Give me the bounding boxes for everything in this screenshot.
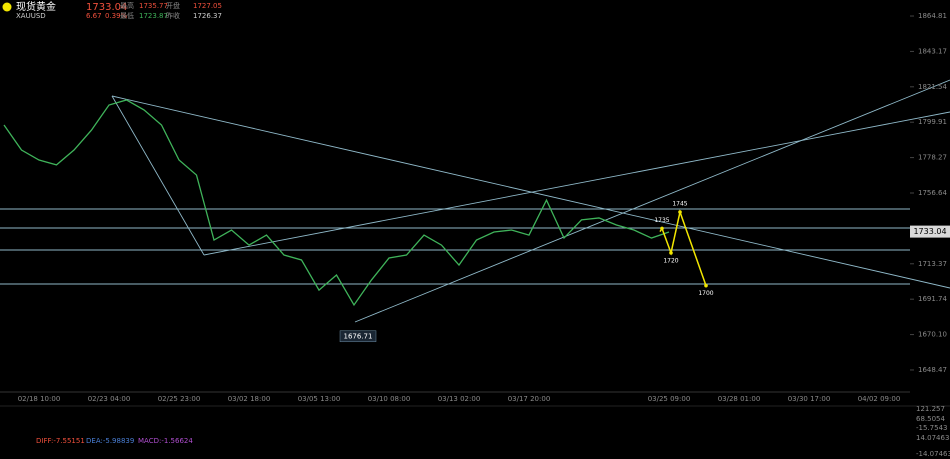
y-tick-label: 1713.37 <box>918 260 947 268</box>
trend-line <box>354 79 950 323</box>
projection-label: 1720 <box>663 257 678 264</box>
trend-line <box>111 95 205 256</box>
projection-label: 1735 <box>654 217 669 224</box>
change-pct: 0.39% <box>105 12 128 20</box>
y-tick-label: 1821.54 <box>918 83 947 91</box>
trend-lines <box>0 79 950 323</box>
x-tick-label: 02/23 04:00 <box>88 395 131 403</box>
price-line <box>3 99 670 307</box>
high: 1735.77 <box>139 2 168 10</box>
x-tick-label: 02/25 23:00 <box>158 395 201 403</box>
price-tag: 1733.04 <box>913 227 946 236</box>
projection-point <box>704 283 708 288</box>
indicator-axis-label: 14.07463 <box>916 434 949 442</box>
low: 1723.87 <box>139 12 168 20</box>
low-label: 最低 <box>120 11 134 20</box>
x-tick-label: 03/25 09:00 <box>648 395 691 403</box>
macd-diff: DIFF:-7.55151 <box>36 437 85 445</box>
projection-point <box>678 210 682 214</box>
indicator-axis-label: 68.5054 <box>916 415 945 423</box>
last-price: 1733.04 <box>86 2 127 13</box>
macd-value: MACD:-1.56624 <box>138 437 193 445</box>
high-label: 最高 <box>120 1 134 10</box>
price-tag-box <box>910 225 950 238</box>
x-tick-label: 04/02 09:00 <box>858 395 901 403</box>
low-marker: 1676.71 <box>344 332 373 340</box>
indicator-axis-label: 121.257 <box>916 405 945 413</box>
y-tick-label: 1648.47 <box>918 366 947 374</box>
prev-close: 1726.37 <box>193 12 222 20</box>
x-tick-label: 03/02 18:00 <box>228 395 271 403</box>
y-tick-label: 1864.81 <box>918 12 947 20</box>
indicator-axis-label: -14.07463 <box>916 450 950 458</box>
open: 1727.05 <box>193 2 222 10</box>
y-tick-label: 1778.27 <box>918 154 947 162</box>
x-tick-label: 03/28 01:00 <box>718 395 761 403</box>
symbol-code: XAUUSD <box>16 12 46 20</box>
projection-label: 1745 <box>672 201 687 208</box>
x-tick-label: 03/13 02:00 <box>438 395 481 403</box>
symbol-name: 现货黄金 <box>16 0 56 13</box>
projection-point <box>660 226 664 231</box>
x-tick-label: 03/17 20:00 <box>508 395 551 403</box>
macd-dea: DEA:-5.98839 <box>86 437 134 445</box>
x-tick-label: 03/10 08:00 <box>368 395 411 403</box>
change: 6.67 <box>86 12 102 20</box>
open-label: 开盘 <box>166 1 180 10</box>
y-tick-label: 1756.64 <box>918 189 947 197</box>
y-tick-label: 1843.17 <box>918 47 947 55</box>
y-tick-label: 1670.10 <box>918 331 947 339</box>
projection-label: 1700 <box>698 290 713 297</box>
indicator-axis-label: -15.7543 <box>916 424 947 432</box>
low-marker-box <box>339 330 377 343</box>
projection-point <box>669 251 673 255</box>
y-tick-label: 1691.74 <box>918 295 947 303</box>
symbol-icon <box>2 2 12 12</box>
y-tick-label: 1799.91 <box>918 118 947 126</box>
x-tick-label: 02/18 10:00 <box>18 395 61 403</box>
trend-line <box>203 111 950 256</box>
x-tick-label: 03/30 17:00 <box>788 395 831 403</box>
prev-label: 昨收 <box>166 11 180 20</box>
x-tick-label: 03/05 13:00 <box>298 395 341 403</box>
